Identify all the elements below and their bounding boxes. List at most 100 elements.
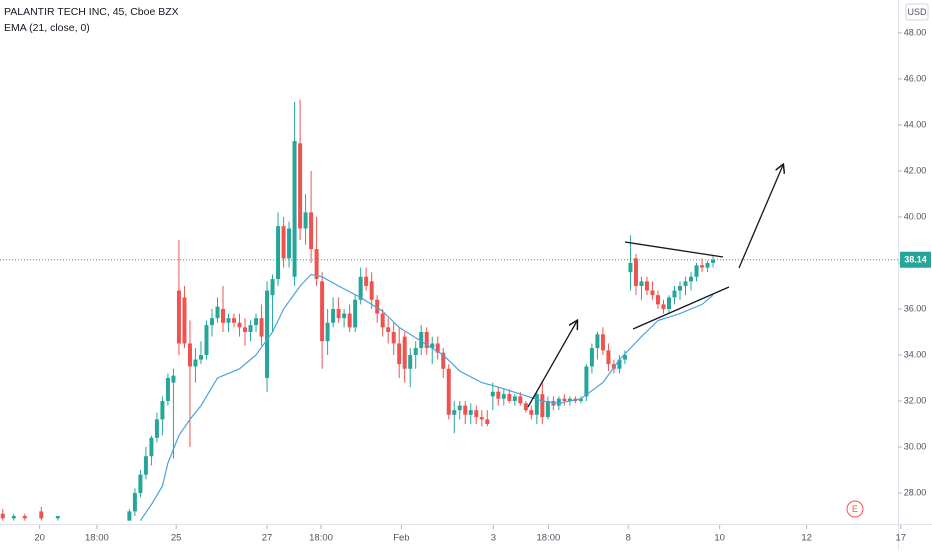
candle-body — [209, 318, 214, 326]
y-tick-label: 44.00 — [904, 119, 927, 129]
candle-body — [220, 308, 225, 323]
candle-body — [512, 396, 517, 401]
candle-body — [193, 359, 198, 367]
candle-body — [127, 511, 132, 521]
candle-body — [0, 513, 5, 519]
candle-body — [622, 354, 627, 360]
candle-body — [22, 516, 27, 519]
candle-body — [485, 419, 490, 424]
candle-body — [369, 281, 374, 300]
candle-body — [281, 226, 286, 259]
candle-body — [342, 313, 347, 319]
candle-body — [270, 279, 275, 296]
event-marker[interactable] — [846, 500, 864, 518]
candle-body — [496, 391, 501, 399]
candle-body — [435, 343, 440, 353]
candle-body — [154, 419, 159, 438]
candle-body — [534, 394, 539, 415]
x-tick-label: 25 — [171, 533, 182, 544]
candle-body — [232, 318, 237, 323]
x-tick-label: 3 — [491, 533, 496, 544]
candle-body — [386, 327, 391, 332]
candle-body — [474, 410, 479, 418]
arrow-drawing — [738, 165, 783, 269]
candle-body — [298, 143, 303, 229]
candle-body — [11, 516, 16, 519]
candle-body — [468, 410, 473, 415]
drawings — [527, 165, 783, 408]
candle-body — [441, 352, 446, 369]
candle-body — [567, 398, 572, 401]
candle-body — [336, 308, 341, 319]
candle-body — [226, 318, 231, 323]
candle-body — [562, 398, 567, 401]
candle-body — [556, 398, 561, 406]
candle-body — [402, 336, 407, 369]
candle-body — [694, 265, 699, 277]
candle-body — [430, 343, 435, 349]
candle-body — [490, 391, 495, 397]
candle-body — [650, 290, 655, 296]
candle-body — [661, 304, 666, 309]
candle-body — [424, 331, 429, 349]
candle-body — [606, 350, 611, 365]
candle-body — [55, 516, 60, 519]
x-tick-label: 12 — [801, 533, 812, 544]
candle-body — [215, 306, 220, 319]
currency-box[interactable] — [905, 3, 929, 21]
candle-body — [578, 398, 583, 401]
y-tick-label: 36.00 — [904, 303, 927, 313]
x-tick-label: Feb — [393, 533, 409, 544]
y-tick-label: 28.00 — [904, 487, 927, 497]
candle-body — [132, 493, 137, 512]
candle-body — [584, 366, 589, 397]
candle-body — [523, 403, 528, 411]
candle-body — [248, 325, 253, 332]
x-tick-label: 17 — [896, 533, 907, 544]
candle-body — [463, 405, 468, 415]
candle-body — [314, 249, 319, 280]
candle-body — [666, 297, 671, 309]
candle-body — [672, 290, 677, 298]
arrow-drawing — [527, 321, 577, 408]
x-tick-label: 8 — [626, 533, 631, 544]
candle-body — [160, 400, 165, 420]
candle-body — [644, 281, 649, 291]
candle-body — [309, 212, 314, 250]
chart-title: PALANTIR TECH INC, 45, Cboe BZX — [4, 6, 179, 18]
x-tick-label: 10 — [714, 533, 725, 544]
candle-body — [501, 394, 506, 399]
y-tick-label: 30.00 — [904, 441, 927, 451]
candle-body — [551, 400, 556, 406]
candle-body — [700, 265, 705, 268]
event-marker-label: E — [852, 504, 858, 514]
candle-body — [198, 354, 203, 360]
currency-label: USD — [907, 7, 927, 17]
candle-body — [628, 262, 633, 273]
candle-body — [683, 281, 688, 286]
candle-body — [165, 377, 170, 401]
candle-body — [617, 359, 622, 369]
ema-line — [139, 273, 714, 521]
candle-body — [397, 343, 402, 365]
candle-body — [259, 318, 264, 337]
candle-body — [364, 276, 369, 286]
candle-body — [452, 410, 457, 415]
candle-body — [138, 474, 143, 494]
candle-body — [655, 295, 660, 305]
candle-body — [265, 290, 270, 378]
candle-body — [176, 290, 181, 344]
candle-body — [518, 396, 523, 404]
candle-body — [254, 318, 259, 326]
candle-body — [507, 394, 512, 401]
y-tick-label: 46.00 — [904, 73, 927, 83]
last-price-box — [900, 251, 931, 268]
candle-body — [347, 313, 352, 328]
candle-body — [331, 308, 336, 323]
candle-body — [292, 141, 297, 277]
candle-body — [358, 276, 363, 300]
candle-body — [303, 212, 308, 229]
candle-body — [149, 437, 154, 457]
